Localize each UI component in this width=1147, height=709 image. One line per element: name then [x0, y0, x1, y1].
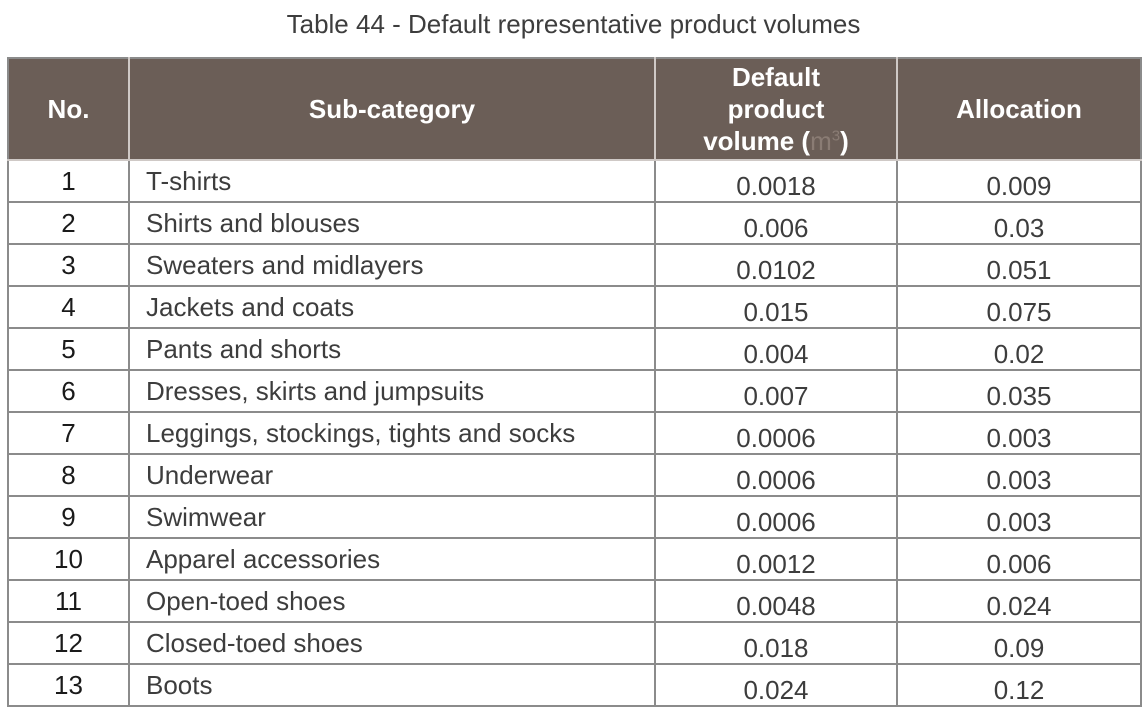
row-allocation: 0.051	[896, 243, 1142, 287]
header-row: No. Sub-category Default product volume …	[7, 57, 1142, 161]
row-number: 6	[7, 369, 130, 413]
row-subcategory: Underwear	[128, 453, 656, 497]
row-subcategory: Jackets and coats	[128, 285, 656, 329]
row-subcategory: Pants and shorts	[128, 327, 656, 371]
row-allocation: 0.03	[896, 201, 1142, 245]
table-row: 2 Shirts and blouses 0.006 0.03	[7, 201, 1142, 245]
row-number: 3	[7, 243, 130, 287]
header-volume-close: )	[840, 126, 849, 156]
row-allocation: 0.009	[896, 159, 1142, 203]
row-number: 13	[7, 663, 130, 707]
row-allocation: 0.035	[896, 369, 1142, 413]
row-volume: 0.0102	[654, 243, 898, 287]
row-number: 5	[7, 327, 130, 371]
row-allocation: 0.024	[896, 579, 1142, 623]
row-volume: 0.0018	[654, 159, 898, 203]
row-subcategory: Shirts and blouses	[128, 201, 656, 245]
row-subcategory: Open-toed shoes	[128, 579, 656, 623]
table-body: 1 T-shirts 0.0018 0.009 2 Shirts and blouses 0…	[7, 159, 1142, 707]
row-allocation: 0.003	[896, 411, 1142, 455]
table-row: 1 T-shirts 0.0018 0.009	[7, 159, 1142, 203]
row-number: 7	[7, 411, 130, 455]
row-number: 2	[7, 201, 130, 245]
header-subcategory: Sub-category	[128, 57, 656, 161]
table-row: 13 Boots 0.024 0.12	[7, 663, 1142, 707]
table-row: 4 Jackets and coats 0.015 0.075	[7, 285, 1142, 329]
product-volume-table: No. Sub-category Default product volume …	[7, 57, 1142, 707]
table-row: 9 Swimwear 0.0006 0.003	[7, 495, 1142, 539]
row-number: 11	[7, 579, 130, 623]
row-allocation: 0.12	[896, 663, 1142, 707]
table-row: 7 Leggings, stockings, tights and socks 0.…	[7, 411, 1142, 455]
table-caption: Table 44 - Default representative produc…	[286, 9, 861, 39]
row-number: 9	[7, 495, 130, 539]
row-subcategory: Dresses, skirts and jumpsuits	[128, 369, 656, 413]
row-volume: 0.004	[654, 327, 898, 371]
row-volume: 0.015	[654, 285, 898, 329]
table-row: 6 Dresses, skirts and jumpsuits 0.007 0.035	[7, 369, 1142, 413]
header-no: No.	[7, 57, 130, 161]
row-volume: 0.024	[654, 663, 898, 707]
row-allocation: 0.003	[896, 453, 1142, 497]
header-allocation: Allocation	[896, 57, 1142, 161]
row-allocation: 0.02	[896, 327, 1142, 371]
row-volume: 0.0006	[654, 495, 898, 539]
row-allocation: 0.006	[896, 537, 1142, 581]
table-row: 3 Sweaters and midlayers 0.0102 0.051	[7, 243, 1142, 287]
table-row: 10 Apparel accessories 0.0012 0.006	[7, 537, 1142, 581]
row-allocation: 0.075	[896, 285, 1142, 329]
row-number: 10	[7, 537, 130, 581]
row-number: 1	[7, 159, 130, 203]
unit-m: m	[810, 126, 832, 156]
row-subcategory: Closed-toed shoes	[128, 621, 656, 665]
header-volume-line2: product	[727, 94, 825, 124]
table-row: 12 Closed-toed shoes 0.018 0.09	[7, 621, 1142, 665]
header-volume-line3: volume (	[703, 126, 811, 156]
row-volume: 0.006	[654, 201, 898, 245]
row-allocation: 0.003	[896, 495, 1142, 539]
table-header: No. Sub-category Default product volume …	[7, 57, 1142, 161]
header-volume: Default product volume (m3)	[654, 57, 898, 161]
row-volume: 0.007	[654, 369, 898, 413]
row-volume: 0.018	[654, 621, 898, 665]
table-row: 8 Underwear 0.0006 0.003	[7, 453, 1142, 497]
row-allocation: 0.09	[896, 621, 1142, 665]
table-row: 5 Pants and shorts 0.004 0.02	[7, 327, 1142, 371]
row-subcategory: Swimwear	[128, 495, 656, 539]
row-number: 8	[7, 453, 130, 497]
row-subcategory: T-shirts	[128, 159, 656, 203]
table-row: 11 Open-toed shoes 0.0048 0.024	[7, 579, 1142, 623]
unit-exponent: 3	[831, 127, 841, 145]
row-volume: 0.0048	[654, 579, 898, 623]
row-volume: 0.0012	[654, 537, 898, 581]
row-subcategory: Boots	[128, 663, 656, 707]
header-volume-line1: Default	[731, 62, 821, 92]
header-volume-unit: m3	[810, 126, 840, 156]
row-volume: 0.0006	[654, 453, 898, 497]
row-volume: 0.0006	[654, 411, 898, 455]
row-subcategory: Leggings, stockings, tights and socks	[128, 411, 656, 455]
row-number: 12	[7, 621, 130, 665]
row-subcategory: Apparel accessories	[128, 537, 656, 581]
row-subcategory: Sweaters and midlayers	[128, 243, 656, 287]
row-number: 4	[7, 285, 130, 329]
